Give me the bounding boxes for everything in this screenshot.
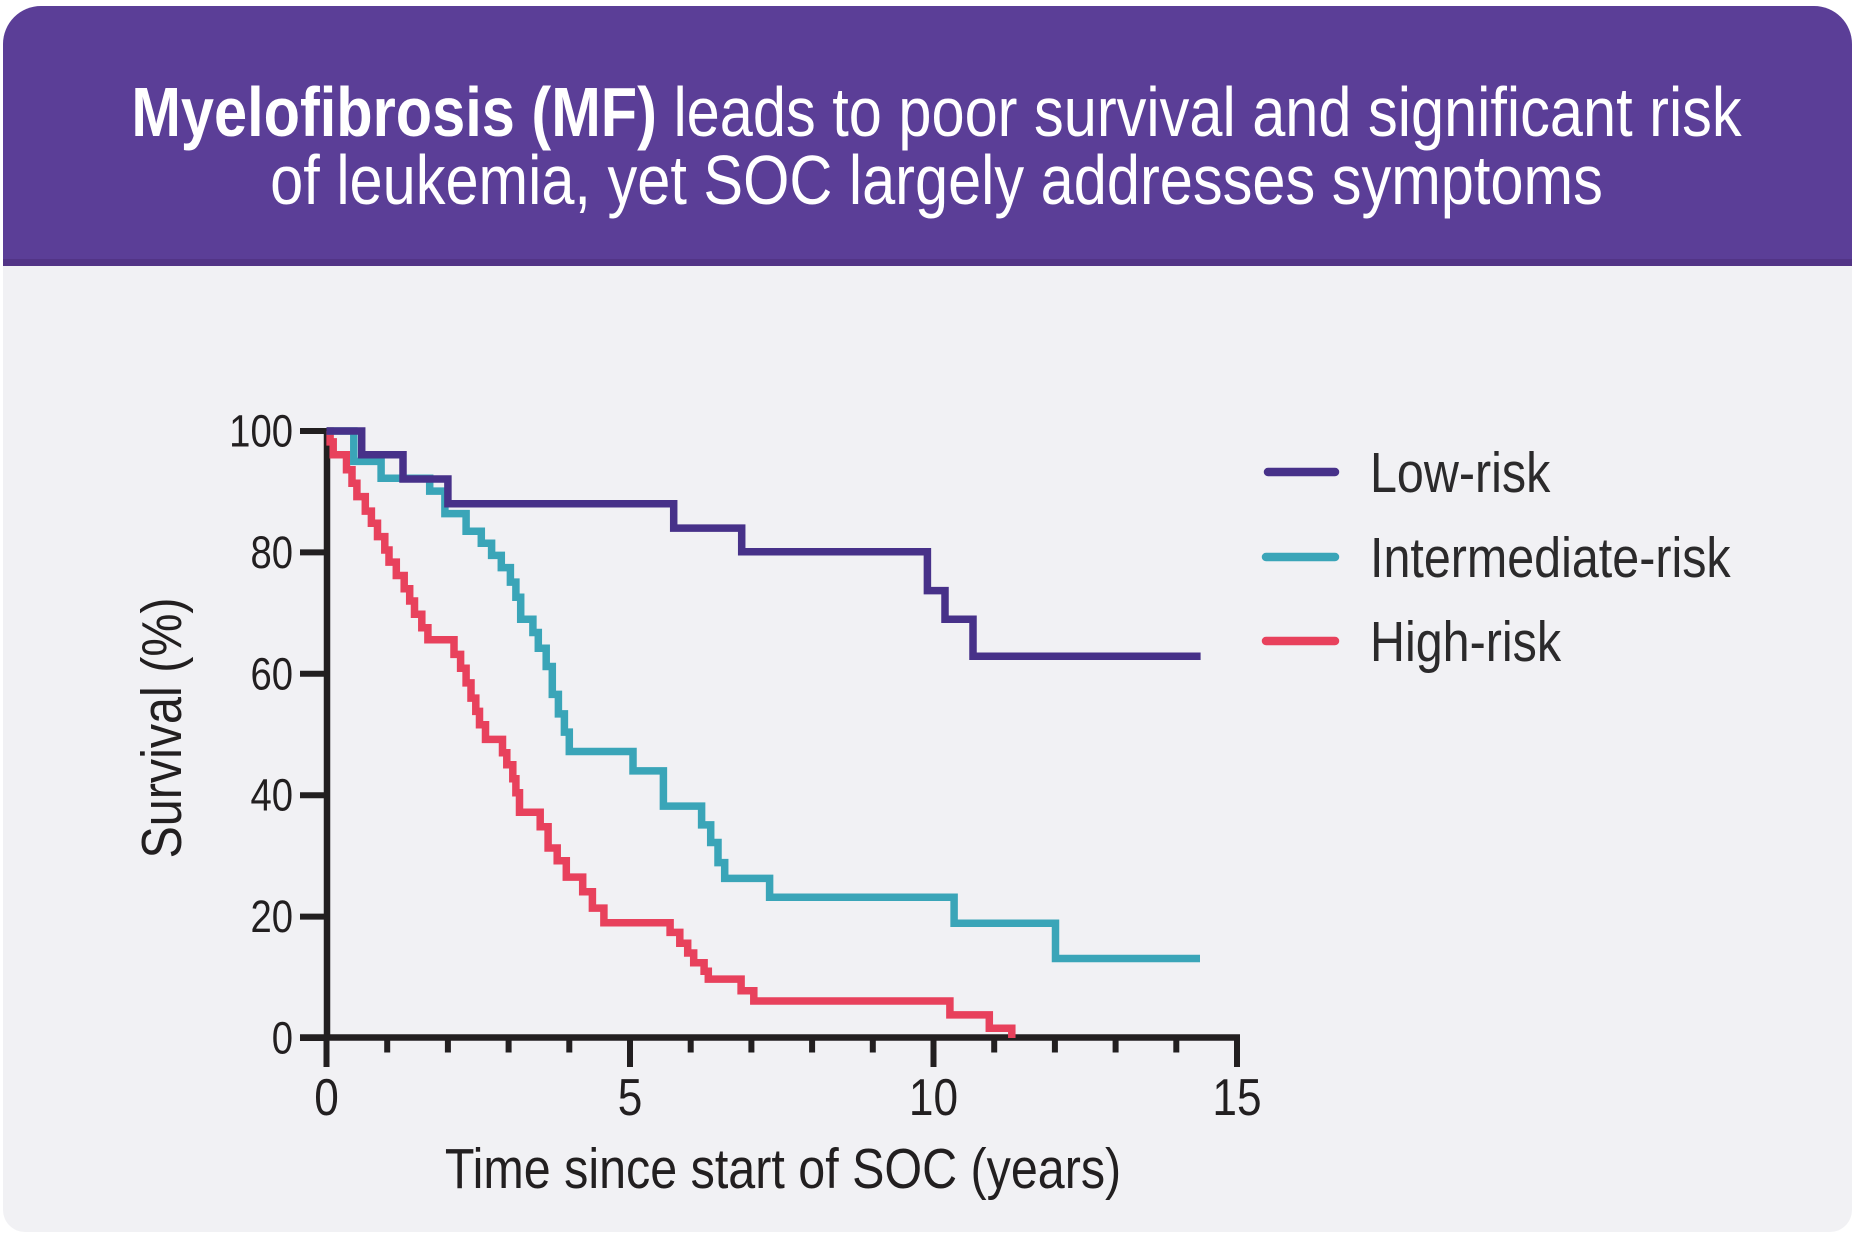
svg-text:10: 10 xyxy=(909,1069,958,1127)
svg-text:60: 60 xyxy=(250,648,293,699)
svg-text:20: 20 xyxy=(250,891,293,942)
svg-text:Intermediate-risk: Intermediate-risk xyxy=(1370,526,1731,590)
svg-text:80: 80 xyxy=(250,527,293,578)
svg-text:Time since start of SOC (years: Time since start of SOC (years) xyxy=(445,1137,1121,1201)
svg-text:High-risk: High-risk xyxy=(1370,610,1562,674)
svg-text:5: 5 xyxy=(618,1069,643,1127)
svg-text:Low-risk: Low-risk xyxy=(1370,441,1551,505)
svg-text:40: 40 xyxy=(250,770,293,821)
svg-text:100: 100 xyxy=(229,406,293,457)
svg-text:Survival (%): Survival (%) xyxy=(130,597,194,858)
svg-text:0: 0 xyxy=(272,1013,293,1064)
svg-text:0: 0 xyxy=(314,1069,339,1127)
svg-text:15: 15 xyxy=(1212,1069,1261,1127)
